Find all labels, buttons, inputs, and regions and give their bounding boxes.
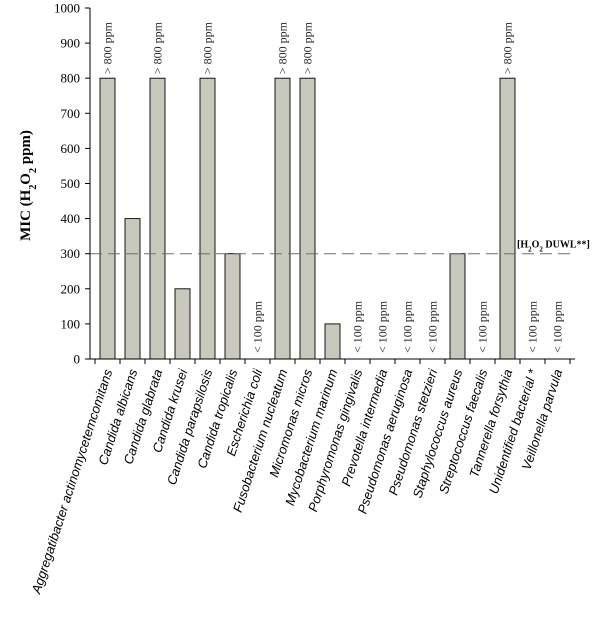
bars bbox=[99, 77, 516, 360]
y-tick-label: 100 bbox=[61, 316, 81, 331]
y-axis-title-part: O bbox=[18, 173, 34, 185]
bar bbox=[499, 77, 516, 360]
y-tick-label: 900 bbox=[61, 36, 81, 51]
bar bbox=[299, 77, 316, 360]
reference-line-label: [H2O2 DUWL**] bbox=[517, 240, 590, 254]
bar bbox=[324, 323, 341, 360]
data-label: < 100 ppm bbox=[526, 300, 540, 353]
data-label: < 100 ppm bbox=[476, 300, 490, 353]
y-tick-label: 300 bbox=[61, 246, 81, 261]
y-tick-label: 0 bbox=[74, 352, 81, 367]
y-tick-label: 600 bbox=[61, 141, 81, 156]
y-tick-label: 400 bbox=[61, 211, 81, 226]
y-axis-title-part: 2 bbox=[28, 168, 39, 173]
data-label: < 100 ppm bbox=[401, 300, 415, 353]
y-tick-label: 800 bbox=[61, 71, 81, 86]
data-label: > 800 ppm bbox=[201, 21, 215, 74]
reference-line-group: [H2O2 DUWL**] bbox=[90, 240, 590, 255]
category-label: Aggregatibacter actinomycetemcomitans bbox=[28, 367, 115, 596]
data-label: > 800 ppm bbox=[101, 21, 115, 74]
data-label: > 800 ppm bbox=[301, 21, 315, 74]
data-label: > 800 ppm bbox=[276, 21, 290, 74]
bar bbox=[449, 253, 466, 360]
y-axis-title-part: 2 bbox=[28, 185, 39, 190]
y-axis-title-part: MIC (H bbox=[18, 189, 34, 241]
reference-label-part: 2 bbox=[539, 246, 543, 254]
bar bbox=[274, 77, 291, 360]
bar bbox=[199, 77, 216, 360]
reference-label-part: 2 bbox=[528, 246, 532, 254]
bar bbox=[174, 288, 191, 360]
y-tick-label: 500 bbox=[61, 176, 81, 191]
reference-label-part: DUWL**] bbox=[543, 240, 590, 251]
data-label: > 800 ppm bbox=[151, 21, 165, 74]
data-label: < 100 ppm bbox=[426, 300, 440, 353]
data-label: > 800 ppm bbox=[501, 21, 515, 74]
reference-label-part: O bbox=[532, 240, 540, 251]
y-tick-label: 200 bbox=[61, 281, 81, 296]
bar bbox=[149, 77, 166, 360]
reference-label-part: [H bbox=[517, 240, 528, 251]
data-label: < 100 ppm bbox=[351, 300, 365, 353]
y-tick-label: 700 bbox=[61, 106, 81, 121]
bar bbox=[224, 253, 241, 360]
bar bbox=[124, 218, 141, 360]
y-axis-title: MIC (H2O2 ppm) bbox=[18, 130, 39, 241]
axes: 0 100 200 300 400 500 600 700 800 900 1000 bbox=[54, 1, 575, 367]
bar bbox=[99, 77, 116, 360]
data-label: < 100 ppm bbox=[551, 300, 565, 353]
data-label: < 100 ppm bbox=[376, 300, 390, 353]
y-axis-title-part: ppm) bbox=[18, 130, 34, 168]
y-tick-label: 1000 bbox=[54, 1, 80, 16]
data-label: < 100 ppm bbox=[251, 300, 265, 353]
